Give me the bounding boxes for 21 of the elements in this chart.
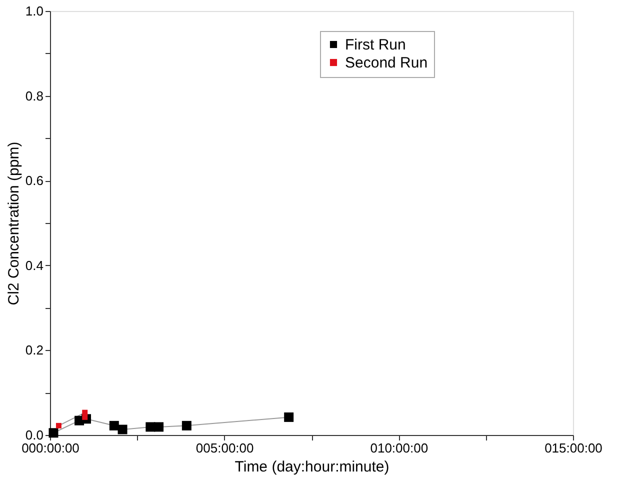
point	[284, 412, 294, 422]
y-tick-label: 0.8	[25, 88, 44, 104]
x-tick-label: 015:00:00	[544, 440, 602, 456]
point	[109, 420, 119, 430]
y-tick-label: 0.6	[25, 173, 44, 188]
point	[48, 428, 58, 438]
point	[56, 422, 62, 428]
point	[154, 422, 164, 432]
point	[182, 420, 192, 430]
legend-label: First Run	[345, 36, 406, 54]
y-tick-label: 0.4	[25, 258, 44, 273]
x-tick-label: 005:00:00	[196, 440, 254, 456]
y-tick-label: 1.0	[25, 4, 44, 18]
legend-label: Second Run	[345, 54, 428, 72]
x-axis-title: Time (day:hour:minute)	[234, 458, 390, 476]
x-tick-label: 000:00:00	[22, 440, 80, 456]
y-axis-title: Cl2 Concentration (ppm)	[5, 142, 22, 306]
x-tick-label: 010:00:00	[370, 440, 428, 456]
point	[118, 424, 128, 434]
y-tick-label: 0.0	[25, 428, 44, 442]
y-tick-label: 0.2	[25, 342, 44, 358]
